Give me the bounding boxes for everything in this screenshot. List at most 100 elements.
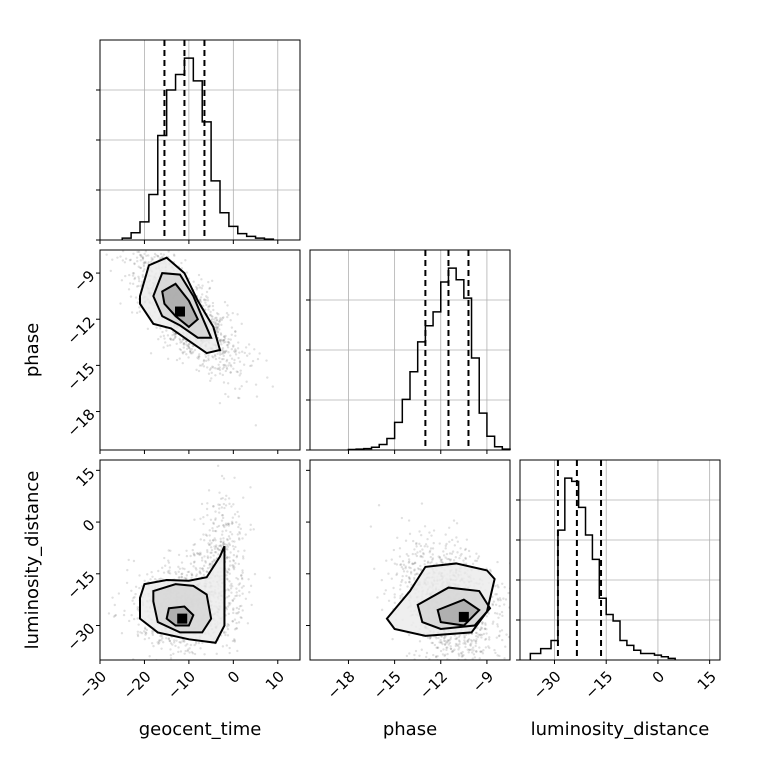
scatter-point xyxy=(233,540,236,543)
scatter-point xyxy=(443,653,447,657)
scatter-point xyxy=(464,557,467,561)
scatter-point xyxy=(139,259,142,262)
scatter-point xyxy=(132,559,136,563)
scatter-point xyxy=(180,576,184,579)
scatter-point xyxy=(480,636,483,639)
scatter-point xyxy=(174,332,178,336)
scatter-point xyxy=(179,339,182,342)
scatter-point xyxy=(249,584,253,588)
scatter-point xyxy=(440,558,444,561)
scatter-point xyxy=(138,306,141,309)
scatter-point xyxy=(398,555,402,558)
scatter-point xyxy=(456,540,460,543)
scatter-point xyxy=(510,625,512,627)
hist-bar xyxy=(558,530,565,660)
hist-bar xyxy=(167,90,176,240)
scatter-point xyxy=(215,327,218,331)
scatter-point xyxy=(222,543,226,546)
scatter-point xyxy=(190,347,194,351)
scatter-point xyxy=(226,382,230,385)
scatter-point xyxy=(494,667,496,669)
scatter-point xyxy=(233,640,236,643)
scatter-point xyxy=(167,637,171,641)
scatter-point xyxy=(222,524,225,527)
scatter-point xyxy=(229,354,232,357)
scatter-point xyxy=(211,355,214,358)
scatter-point xyxy=(216,330,220,333)
scatter-point xyxy=(216,525,219,529)
scatter-point xyxy=(198,298,202,301)
scatter-point xyxy=(231,564,234,567)
scatter-point xyxy=(158,638,161,642)
scatter-point xyxy=(228,560,232,563)
scatter-point xyxy=(236,396,240,400)
scatter-point xyxy=(197,355,200,358)
scatter-point xyxy=(226,588,230,591)
scatter-point xyxy=(225,349,228,353)
hist-bar xyxy=(641,654,648,660)
scatter-point xyxy=(158,641,161,644)
scatter-point xyxy=(475,631,478,635)
scatter-point xyxy=(233,618,237,621)
scatter-point xyxy=(195,573,199,576)
scatter-point xyxy=(136,606,139,609)
scatter-point xyxy=(441,561,444,564)
scatter-point xyxy=(234,348,237,351)
scatter-point xyxy=(232,503,235,506)
hist-bar xyxy=(586,535,593,660)
scatter-point xyxy=(212,522,215,526)
scatter-point xyxy=(496,584,499,587)
scatter-point xyxy=(185,271,189,274)
scatter-point xyxy=(156,641,159,644)
scatter-point xyxy=(209,556,212,559)
scatter-point xyxy=(491,603,495,607)
scatter-point xyxy=(218,366,221,369)
scatter-point xyxy=(216,322,219,326)
scatter-point xyxy=(233,358,236,362)
scatter-point xyxy=(147,243,149,245)
scatter-point xyxy=(139,266,143,270)
scatter-point xyxy=(236,370,239,374)
scatter-point xyxy=(223,350,226,354)
scatter-point xyxy=(144,631,147,634)
scatter-point xyxy=(138,574,141,577)
scatter-point xyxy=(212,666,214,668)
hist-bar xyxy=(441,282,449,450)
scatter-point xyxy=(408,576,411,580)
scatter-point xyxy=(181,352,185,355)
scatter-point xyxy=(144,627,147,631)
scatter-point xyxy=(416,567,420,570)
scatter-point xyxy=(240,350,244,353)
scatter-point xyxy=(387,599,391,603)
scatter-point xyxy=(202,564,206,568)
scatter-point xyxy=(222,630,225,633)
scatter-point xyxy=(189,562,193,565)
scatter-point xyxy=(184,644,187,647)
scatter-point xyxy=(404,581,407,584)
scatter-point xyxy=(238,589,241,593)
scatter-point xyxy=(400,580,403,584)
scatter-point xyxy=(198,353,201,356)
scatter-point xyxy=(221,514,225,517)
scatter-point xyxy=(409,572,413,575)
scatter-point xyxy=(218,339,222,343)
scatter-point xyxy=(249,523,252,527)
scatter-point xyxy=(221,530,224,533)
panel-frame xyxy=(99,39,301,241)
scatter-point xyxy=(226,556,229,559)
scatter-point xyxy=(208,304,211,307)
scatter-point xyxy=(507,635,510,639)
scatter-point xyxy=(203,555,206,558)
scatter-point xyxy=(183,567,186,571)
scatter-point xyxy=(471,668,473,670)
scatter-point xyxy=(220,343,223,346)
scatter-point xyxy=(488,636,491,639)
scatter-point xyxy=(481,621,484,624)
scatter-point xyxy=(433,661,435,663)
scatter-point xyxy=(249,486,252,489)
scatter-point xyxy=(229,363,232,367)
scatter-point xyxy=(217,363,220,367)
scatter-point xyxy=(476,635,480,639)
scatter-point xyxy=(424,655,428,659)
scatter-point xyxy=(206,502,209,505)
